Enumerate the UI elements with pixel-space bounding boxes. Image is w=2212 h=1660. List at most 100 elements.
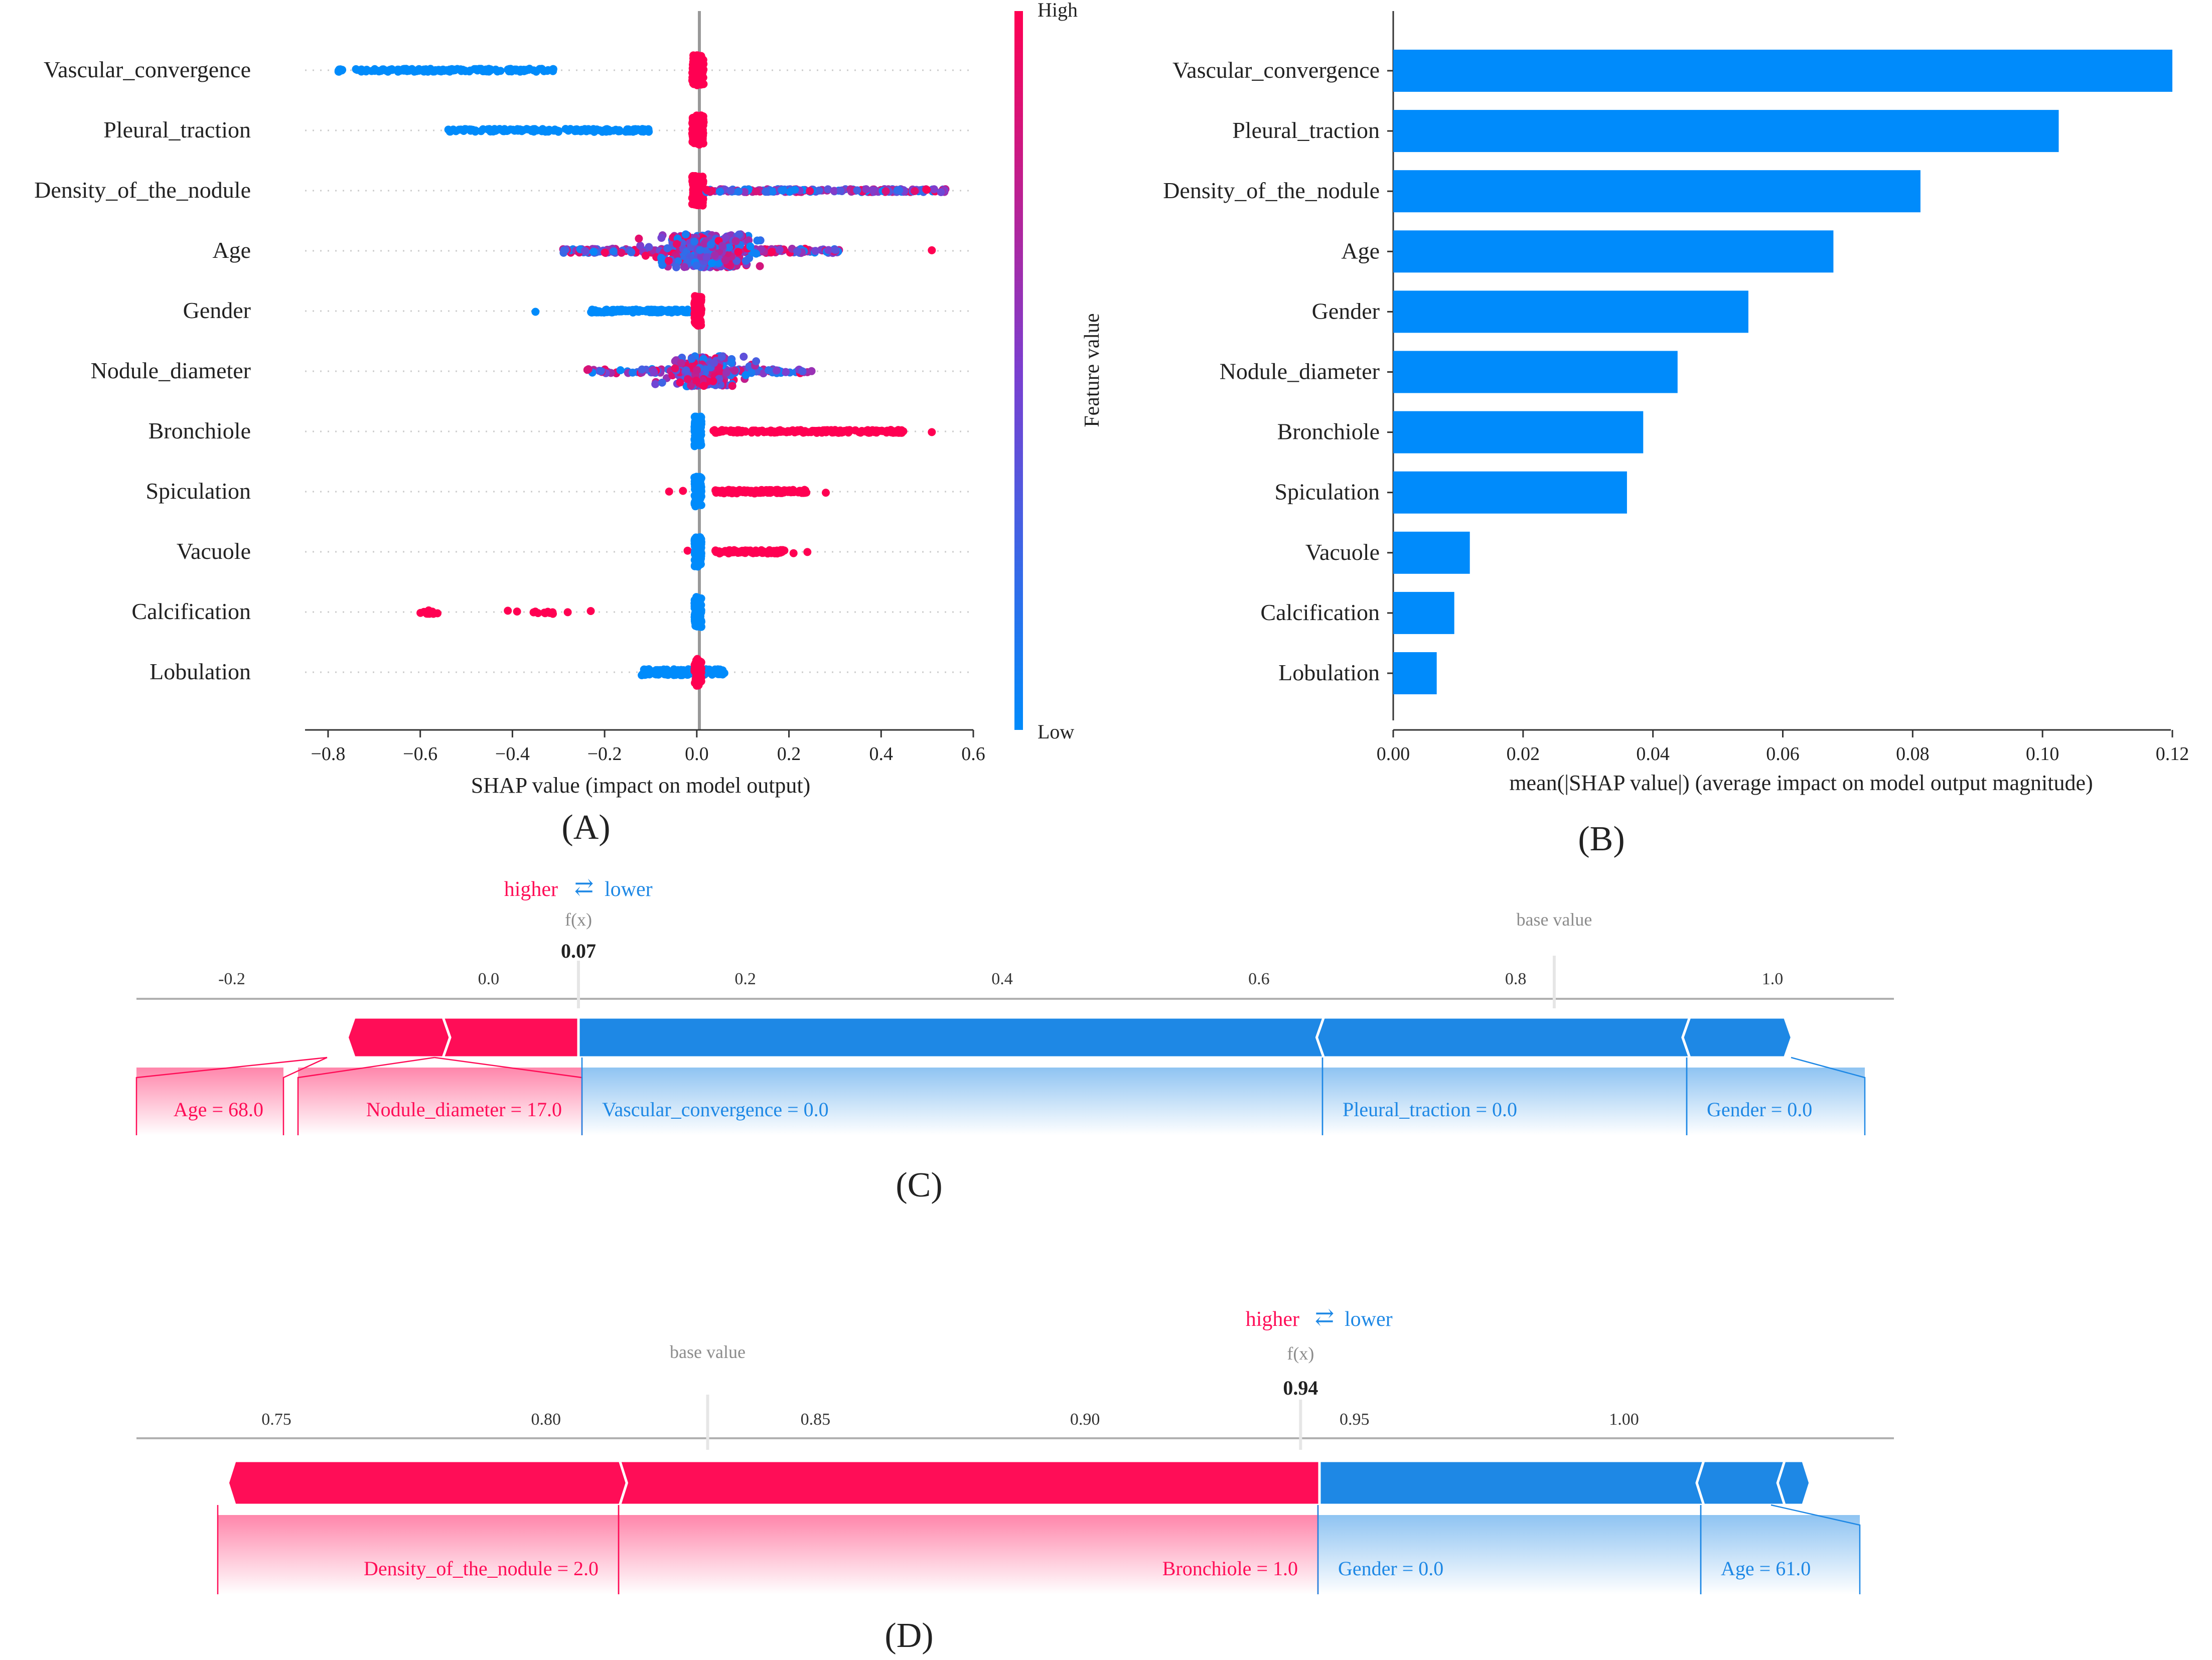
c-legend-higher: higher xyxy=(504,878,558,901)
a-dot-pleural-traction xyxy=(688,129,696,138)
a-dot-pleural-traction xyxy=(490,125,499,133)
a-dot-nodule-diameter xyxy=(597,367,605,375)
b-bar-vacuole xyxy=(1393,531,1470,574)
a-dot-age xyxy=(635,234,643,243)
d-segment-positive-1 xyxy=(226,1459,629,1506)
b-bar-spiculation xyxy=(1393,471,1627,514)
a-dot-vascular-convergence xyxy=(532,67,540,76)
a-dot-vacuole xyxy=(683,546,692,555)
a-dot-density-of-the-nodule xyxy=(716,188,724,196)
panel-d-force-plot: 0.75 0.80 0.85 0.90 0.95 1.00 base value f(x)… xyxy=(136,1304,1894,1655)
a-dot-density-of-the-nodule xyxy=(734,187,743,196)
a-feature-label-calcification: Calcification xyxy=(131,598,251,624)
a-dot-age xyxy=(714,259,723,267)
c-segment-negative-3 xyxy=(1681,1016,1794,1059)
a-dot-vascular-convergence xyxy=(506,65,515,73)
c-segment-negative-1 xyxy=(577,1016,1326,1059)
a-dot-pleural-traction xyxy=(694,125,703,133)
a-dot-vascular-convergence xyxy=(519,66,528,74)
c-tick-label: 0.0 xyxy=(478,970,500,988)
a-dot-calcification xyxy=(425,608,434,617)
b-category-label-vascular-convergence: Vascular_convergence xyxy=(1172,57,1380,83)
a-dot-age xyxy=(824,246,833,254)
a-dot-age xyxy=(681,230,690,239)
a-dot-age xyxy=(692,261,701,270)
a-dot-age xyxy=(706,240,715,249)
a-dot-density-of-the-nodule xyxy=(688,176,697,185)
a-dot-density-of-the-nodule xyxy=(693,190,702,199)
a-dot-spiculation xyxy=(801,486,810,495)
a-dot-spiculation xyxy=(790,487,799,496)
a-dot-pleural-traction xyxy=(500,126,508,135)
a-dot-bronchiole xyxy=(726,428,734,436)
a-dot-spiculation xyxy=(751,489,759,498)
a-dot-nodule-diameter xyxy=(798,367,807,376)
d-tick-label: 0.90 xyxy=(1070,1410,1100,1429)
b-tick-label: 0.00 xyxy=(1377,743,1410,765)
c-x-ticks: -0.2 0.0 0.2 0.4 0.6 0.8 1.0 xyxy=(218,970,1783,988)
a-dot-age xyxy=(928,246,936,254)
d-fx-label: f(x) xyxy=(1287,1343,1314,1364)
d-label-fade xyxy=(619,1515,1318,1594)
a-dot-nodule-diameter xyxy=(658,378,666,387)
d-segment-negative-2 xyxy=(1695,1459,1787,1506)
a-tick-label: −0.2 xyxy=(587,743,622,765)
b-bar-lobulation xyxy=(1393,652,1437,694)
a-dot-gender xyxy=(635,308,643,316)
a-dot-pleural-traction xyxy=(554,127,563,135)
b-tick-label: 0.02 xyxy=(1507,743,1540,765)
a-dot-pleural-traction xyxy=(625,127,633,135)
b-x-axis-label: mean(|SHAP value|) (average impact on mo… xyxy=(1509,771,2093,795)
a-x-ticks: −0.8 −0.6 −0.4 −0.2 0.0 0.2 0.4 0.6 xyxy=(311,730,985,765)
d-tick-label: 1.00 xyxy=(1609,1410,1639,1429)
a-dot-vacuole xyxy=(733,549,742,557)
a-dot-density-of-the-nodule xyxy=(830,187,838,195)
a-dot-bronchiole xyxy=(733,428,742,436)
a-dot-bronchiole xyxy=(860,427,869,436)
a-tick-label: 0.6 xyxy=(961,743,985,765)
a-dot-calcification xyxy=(549,610,557,618)
a-dot-bronchiole xyxy=(776,426,784,434)
b-tick-label: 0.10 xyxy=(2026,743,2059,765)
a-dot-vascular-convergence xyxy=(379,65,388,74)
a-feature-label-age: Age xyxy=(212,237,251,263)
a-dot-age xyxy=(749,248,758,257)
a-dot-nodule-diameter xyxy=(727,359,735,367)
a-dot-pleural-traction xyxy=(615,126,624,134)
b-tick-label: 0.06 xyxy=(1766,743,1800,765)
a-dot-gender xyxy=(614,307,623,315)
a-dot-age xyxy=(560,247,568,255)
d-segment-positive-2 xyxy=(618,1459,1321,1506)
a-dot-age xyxy=(742,256,750,265)
a-dot-vascular-convergence xyxy=(697,74,706,82)
d-label-age-61-0: Age = 61.0 xyxy=(1721,1557,1811,1580)
a-dot-age xyxy=(609,247,618,256)
a-dot-density-of-the-nodule xyxy=(815,186,823,195)
b-panel-label: (B) xyxy=(1578,820,1625,858)
a-dot-nodule-diameter xyxy=(687,381,695,390)
a-dot-calcification xyxy=(693,615,702,624)
a-dot-age xyxy=(664,256,673,265)
a-dot-bronchiole xyxy=(821,428,830,436)
a-dot-lobulation xyxy=(671,667,680,675)
a-dot-lobulation xyxy=(693,681,702,689)
panel-c-force-plot: -0.2 0.0 0.2 0.4 0.6 0.8 1.0 base value f(x) 0… xyxy=(135,874,1894,1204)
a-dot-age xyxy=(702,253,711,261)
a-dot-bronchiole xyxy=(896,428,905,436)
a-dot-vacuole xyxy=(724,548,732,556)
a-dot-pleural-traction xyxy=(688,137,697,146)
a-feature-label-pleural-traction: Pleural_traction xyxy=(103,117,251,142)
a-dot-calcification xyxy=(691,600,700,609)
a-dot-pleural-traction xyxy=(640,125,649,133)
a-dot-age xyxy=(589,247,598,256)
a-dot-bronchiole xyxy=(839,428,847,436)
a-dot-nodule-diameter xyxy=(717,353,726,361)
d-label-density-of-the-nodule-2-0: Density_of_the_nodule = 2.0 xyxy=(364,1557,599,1580)
a-dot-spiculation xyxy=(739,487,747,496)
a-dot-lobulation xyxy=(660,670,669,679)
a-dot-calcification xyxy=(697,623,705,631)
c-label-nodule-diameter-17-0: Nodule_diameter = 17.0 xyxy=(366,1098,562,1121)
c-label-age-68-0: Age = 68.0 xyxy=(174,1098,263,1121)
b-bar-density-of-the-nodule xyxy=(1393,170,1921,213)
a-dot-spiculation xyxy=(679,487,687,495)
